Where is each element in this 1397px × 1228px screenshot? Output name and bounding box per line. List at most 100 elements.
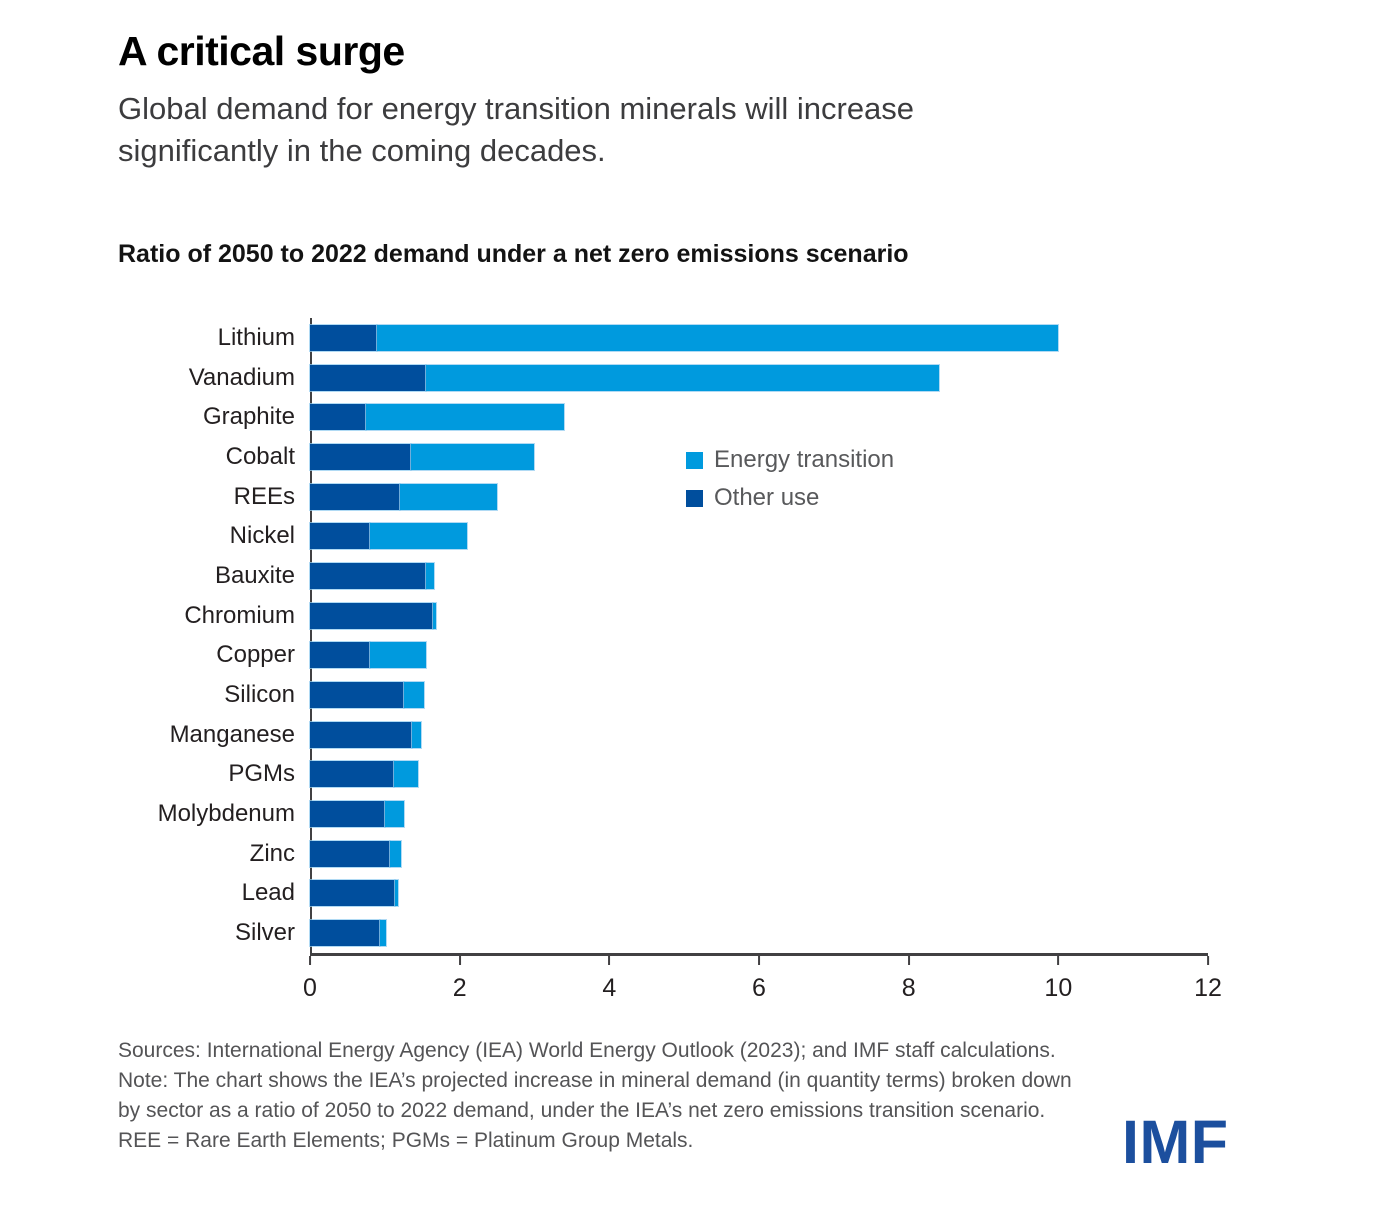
bar-track <box>310 562 1208 589</box>
x-axis-tick-label: 12 <box>1194 974 1222 1002</box>
segment-energy-transition <box>404 682 424 709</box>
bar-track <box>310 801 1208 828</box>
category-label: Silver <box>234 919 295 947</box>
bar-row: REEs <box>118 477 1208 517</box>
x-axis-tick <box>458 956 461 965</box>
segment-energy-transition <box>390 840 401 867</box>
segment-other-use <box>310 483 400 510</box>
bar-track <box>310 642 1208 669</box>
bar-row: Zinc <box>118 834 1208 874</box>
bar-row: Copper <box>118 636 1208 676</box>
segment-energy-transition <box>369 523 468 550</box>
category-label: PGMs <box>228 760 295 788</box>
x-axis-tick-label: 10 <box>1044 974 1073 1002</box>
category-label: REEs <box>233 482 295 510</box>
bar-rows: Lithium Vanadium Graphite Cobalt REEs Nickel B… <box>118 318 1208 953</box>
category-label: Zinc <box>249 839 295 867</box>
footer: Sources: International Energy Agency (IE… <box>118 1036 1073 1156</box>
sources-text: Sources: International Energy Agency (IE… <box>118 1039 1056 1062</box>
segment-other-use <box>310 682 405 709</box>
category-label: Lithium <box>217 323 295 351</box>
category-label: Bauxite <box>214 561 295 589</box>
figure-title: A critical surge <box>118 28 405 74</box>
x-axis-tick <box>309 956 311 965</box>
bar-row: PGMs <box>118 755 1208 795</box>
segment-energy-transition <box>399 483 498 510</box>
x-axis: 0 2 4 6 8 10 12 <box>303 953 1222 1013</box>
segment-energy-transition <box>425 562 435 589</box>
segment-energy-transition <box>369 642 426 669</box>
segment-other-use <box>310 721 412 748</box>
legend-swatch-energy-transition <box>686 451 703 469</box>
segment-other-use <box>310 920 381 947</box>
segment-energy-transition <box>433 602 437 629</box>
legend-label: Other use <box>714 484 820 511</box>
bar-track <box>310 920 1208 947</box>
segment-other-use <box>310 642 370 669</box>
segment-energy-transition <box>425 364 939 391</box>
segment-energy-transition <box>377 324 1059 351</box>
bar-track <box>310 880 1208 907</box>
segment-other-use <box>310 761 394 788</box>
bar-track <box>310 523 1208 550</box>
bar-row: Silver <box>118 913 1208 953</box>
bar-row: Manganese <box>118 715 1208 755</box>
category-label: Molybdenum <box>157 800 295 828</box>
x-axis-tick <box>907 956 910 965</box>
figure-subtitle: Global demand for energy transition mine… <box>118 91 915 168</box>
category-label: Silicon <box>224 681 295 709</box>
segment-energy-transition <box>366 404 565 431</box>
category-label: Cobalt <box>225 442 295 470</box>
segment-energy-transition <box>380 920 386 947</box>
chart-title: Ratio of 2050 to 2022 demand under a net… <box>118 240 909 268</box>
segment-other-use <box>310 364 426 391</box>
legend: Energy transition Other use <box>686 446 894 512</box>
x-axis-tick-label: 6 <box>752 974 766 1002</box>
bar-track <box>310 602 1208 629</box>
bar-row: Lead <box>118 874 1208 914</box>
bar-row: Nickel <box>118 516 1208 556</box>
segment-other-use <box>310 840 391 867</box>
x-axis-tick <box>1057 956 1060 965</box>
x-axis-tick <box>758 956 760 965</box>
legend-swatch-other-use <box>686 489 703 507</box>
segment-other-use <box>310 602 434 629</box>
category-label: Graphite <box>202 403 295 431</box>
segment-other-use <box>310 404 367 431</box>
segment-other-use <box>310 523 370 550</box>
legend-item-energy-transition: Energy transition <box>686 446 894 474</box>
imf-logo: IMF <box>1122 1108 1229 1176</box>
segment-energy-transition <box>411 443 535 470</box>
x-axis-tick <box>608 956 611 965</box>
category-label: Manganese <box>169 720 295 748</box>
bar-row: Bauxite <box>118 556 1208 596</box>
x-axis-tick-label: 2 <box>452 974 467 1002</box>
bar-row: Graphite <box>118 397 1208 437</box>
category-label: Copper <box>216 641 295 669</box>
category-label: Vanadium <box>188 363 295 391</box>
y-axis-line <box>310 318 312 953</box>
bar-row: Chromium <box>118 596 1208 636</box>
bar-row: Molybdenum <box>118 794 1208 834</box>
segment-other-use <box>310 443 412 470</box>
x-axis-tick <box>1207 956 1209 965</box>
segment-energy-transition <box>384 801 405 828</box>
legend-label: Energy transition <box>714 446 895 473</box>
bar-track <box>310 443 1208 470</box>
bar-track <box>310 761 1208 788</box>
segment-energy-transition <box>411 721 421 748</box>
x-axis-tick-label: 0 <box>303 974 317 1002</box>
category-label: Lead <box>241 879 295 907</box>
category-label: Nickel <box>229 522 295 550</box>
x-axis-tick-label: 4 <box>602 974 617 1002</box>
bar-track <box>310 840 1208 867</box>
segment-other-use <box>310 324 378 351</box>
segment-other-use <box>310 880 395 907</box>
bar-track <box>310 721 1208 748</box>
category-label: Chromium <box>184 601 295 629</box>
segment-energy-transition <box>394 880 398 907</box>
bar-track <box>310 364 1208 391</box>
bar-chart: Lithium Vanadium Graphite Cobalt REEs Nickel B… <box>118 318 1222 1013</box>
segment-other-use <box>310 562 426 589</box>
